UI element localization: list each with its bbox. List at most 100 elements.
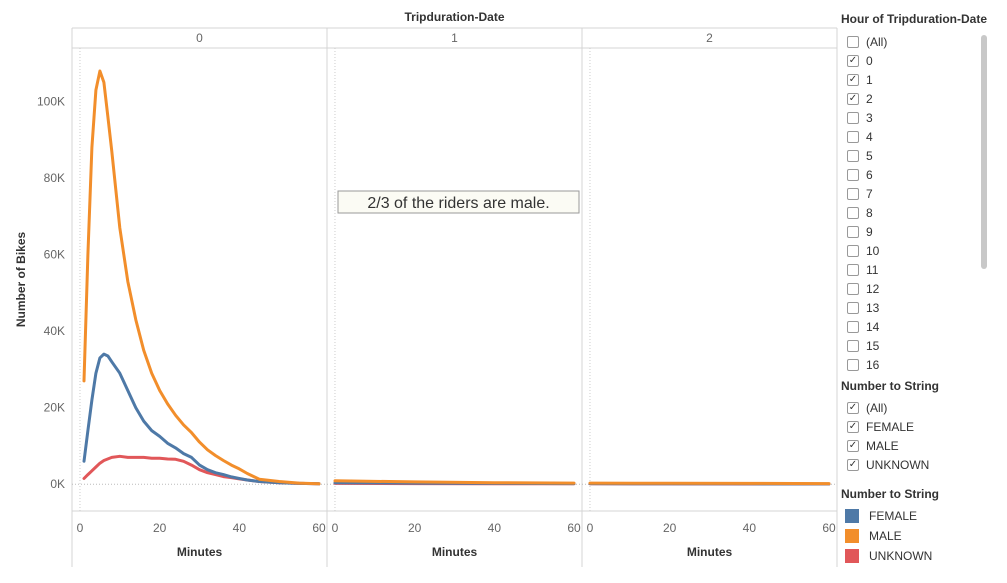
legend-item[interactable]: MALE [845, 526, 932, 546]
filter-item-label: 6 [866, 167, 873, 182]
filter-item[interactable]: 7 [847, 184, 977, 203]
checkbox-unchecked[interactable] [847, 35, 859, 48]
filter-item-label: (All) [866, 34, 888, 49]
checkbox-unchecked[interactable] [847, 339, 859, 352]
checkbox-unchecked[interactable] [847, 168, 859, 181]
scrollbar-thumb[interactable] [981, 35, 987, 269]
filter-item-label: 15 [866, 338, 880, 353]
right-panel: Hour of Tripduration-Date (All) ✓ 0 ✓ 1 ✓ 2 3 4 5… [838, 0, 1007, 583]
filter-item[interactable]: 15 [847, 336, 977, 355]
sex-filter-list: ✓ (All) ✓ FEMALE ✓ MALE ✓ UNKNOWN [847, 398, 929, 474]
x-axis-label: Minutes [177, 545, 223, 559]
checkbox-checked[interactable]: ✓ [847, 73, 859, 86]
series-line-unknown [82, 454, 321, 486]
filter-item[interactable]: 10 [847, 241, 977, 260]
series-line-female [82, 352, 321, 486]
filter-item[interactable]: ✓ (All) [847, 398, 929, 417]
x-tick-label: 60 [567, 521, 581, 535]
legend-label: FEMALE [869, 509, 918, 523]
filter-item[interactable]: ✓ UNKNOWN [847, 455, 929, 474]
filter-item-label: UNKNOWN [866, 457, 930, 472]
filter-item-label: 9 [866, 224, 873, 239]
filter-item[interactable]: 11 [847, 260, 977, 279]
x-tick-label: 0 [77, 521, 84, 535]
checkbox-checked[interactable]: ✓ [847, 92, 859, 105]
y-tick-label: 0K [50, 477, 65, 491]
series-line-male [82, 69, 321, 486]
checkbox-unchecked[interactable] [847, 244, 859, 257]
filter-item[interactable]: 14 [847, 317, 977, 336]
x-tick-label: 0 [587, 521, 594, 535]
legend-item[interactable]: UNKNOWN [845, 546, 932, 566]
x-tick-label: 40 [743, 521, 757, 535]
x-axis-label: Minutes [432, 545, 478, 559]
panel-header: 2 [706, 31, 713, 45]
filter-item-label: 2 [866, 91, 873, 106]
filter-item[interactable]: ✓ FEMALE [847, 417, 929, 436]
filter-item[interactable]: 16 [847, 355, 977, 371]
checkbox-unchecked[interactable] [847, 206, 859, 219]
filter-item-label: 11 [866, 262, 879, 277]
filter-item-label: MALE [866, 438, 899, 453]
y-tick-label: 40K [44, 324, 65, 338]
filter-item[interactable]: ✓ MALE [847, 436, 929, 455]
checkbox-unchecked[interactable] [847, 320, 859, 333]
filter-item[interactable]: ✓ 0 [847, 51, 977, 70]
filter-item-label: 10 [866, 243, 880, 258]
filter-item[interactable]: ✓ 2 [847, 89, 977, 108]
filter-item[interactable]: 9 [847, 222, 977, 241]
filter-item-label: 13 [866, 300, 880, 315]
x-tick-label: 20 [153, 521, 167, 535]
checkbox-unchecked[interactable] [847, 263, 859, 276]
x-tick-label: 60 [822, 521, 836, 535]
filter-item-label: 4 [866, 129, 873, 144]
checkbox-unchecked[interactable] [847, 187, 859, 200]
filter-item[interactable]: 12 [847, 279, 977, 298]
panel-header: 1 [451, 31, 458, 45]
checkbox-unchecked[interactable] [847, 225, 859, 238]
filter-item-label: 14 [866, 319, 880, 334]
filter-item[interactable]: 13 [847, 298, 977, 317]
filter-item[interactable]: 3 [847, 108, 977, 127]
checkbox-checked[interactable]: ✓ [847, 401, 859, 414]
hour-filter-scrollbar[interactable] [980, 32, 988, 371]
filter-item-label: 3 [866, 110, 873, 125]
checkbox-unchecked[interactable] [847, 358, 859, 371]
sex-filter-title: Number to String [841, 379, 939, 393]
legend-title: Number to String [841, 487, 939, 501]
filter-item[interactable]: (All) [847, 32, 977, 51]
filter-item[interactable]: 5 [847, 146, 977, 165]
checkbox-unchecked[interactable] [847, 111, 859, 124]
legend-swatch [845, 509, 859, 523]
hour-filter-title: Hour of Tripduration-Date [841, 12, 987, 26]
filter-item-label: 16 [866, 357, 880, 372]
checkbox-checked[interactable]: ✓ [847, 54, 859, 67]
x-tick-label: 60 [312, 521, 326, 535]
checkbox-unchecked[interactable] [847, 149, 859, 162]
filter-item[interactable]: 6 [847, 165, 977, 184]
checkbox-unchecked[interactable] [847, 130, 859, 143]
checkbox-checked[interactable]: ✓ [847, 458, 859, 471]
checkbox-unchecked[interactable] [847, 301, 859, 314]
legend-swatch [845, 529, 859, 543]
filter-item-label: 12 [866, 281, 880, 296]
y-tick-label: 80K [44, 171, 65, 185]
y-tick-label: 60K [44, 248, 65, 262]
filter-item[interactable]: ✓ 1 [847, 70, 977, 89]
filter-item-label: 7 [866, 186, 873, 201]
legend-item[interactable]: FEMALE [845, 506, 932, 526]
series-line-male [588, 481, 831, 486]
filter-item[interactable]: 4 [847, 127, 977, 146]
checkbox-checked[interactable]: ✓ [847, 420, 859, 433]
filter-item[interactable]: 8 [847, 203, 977, 222]
x-tick-label: 20 [663, 521, 677, 535]
checkbox-checked[interactable]: ✓ [847, 439, 859, 452]
x-tick-label: 20 [408, 521, 422, 535]
filter-item-label: (All) [866, 400, 888, 415]
legend-label: UNKNOWN [869, 549, 933, 563]
checkbox-unchecked[interactable] [847, 282, 859, 295]
legend-label: MALE [869, 529, 902, 543]
panel-header: 0 [196, 31, 203, 45]
y-axis-label: Number of Bikes [14, 231, 28, 327]
filter-item-label: 0 [866, 53, 873, 68]
